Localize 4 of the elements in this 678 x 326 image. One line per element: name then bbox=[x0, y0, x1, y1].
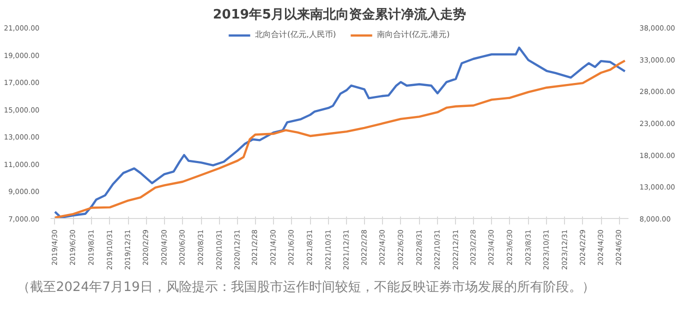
chart-title: 2019年5月以来南北向资金累计净流入走势 bbox=[212, 6, 466, 22]
text: （截至2024年7月19日，风险提示：我国股市运作时间较短，不能反映证券市场发展的所有阶段。） bbox=[17, 279, 595, 297]
legend-label: 南向合计(亿元,港元) bbox=[377, 29, 450, 40]
legend-label: 北向合计(亿元,人民币) bbox=[255, 29, 336, 40]
